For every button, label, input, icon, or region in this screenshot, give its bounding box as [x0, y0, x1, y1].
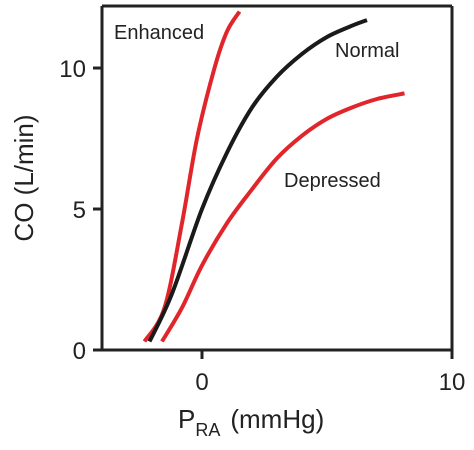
- x-tick-label: 0: [195, 369, 208, 396]
- series-label-enhanced: Enhanced: [114, 22, 204, 44]
- y-tick-label: 10: [59, 56, 86, 83]
- series-line-normal: [147, 18, 368, 343]
- series-lines: [142, 10, 405, 343]
- y-tick-label: 5: [73, 197, 86, 224]
- y-axis-label: CO (L/min): [9, 114, 39, 241]
- series-label-normal: Normal: [335, 40, 399, 62]
- x-tick-label: 10: [439, 369, 466, 396]
- plot-area: [100, 4, 454, 352]
- x-axis-label: PRA (mmHg): [178, 404, 324, 440]
- x-axis-label-unit: (mmHg): [230, 404, 324, 434]
- x-axis-label-subscript: RA: [195, 420, 220, 440]
- series-labels: Enhanced Normal Depressed: [114, 22, 399, 192]
- series-line-enhanced: [142, 10, 242, 343]
- series-label-depressed: Depressed: [284, 170, 381, 192]
- axis-ticks: 0 5 10 0 10: [59, 56, 465, 396]
- x-axis-label-main: P: [178, 404, 195, 434]
- series-line-depressed: [160, 91, 405, 343]
- y-tick-label: 0: [73, 338, 86, 365]
